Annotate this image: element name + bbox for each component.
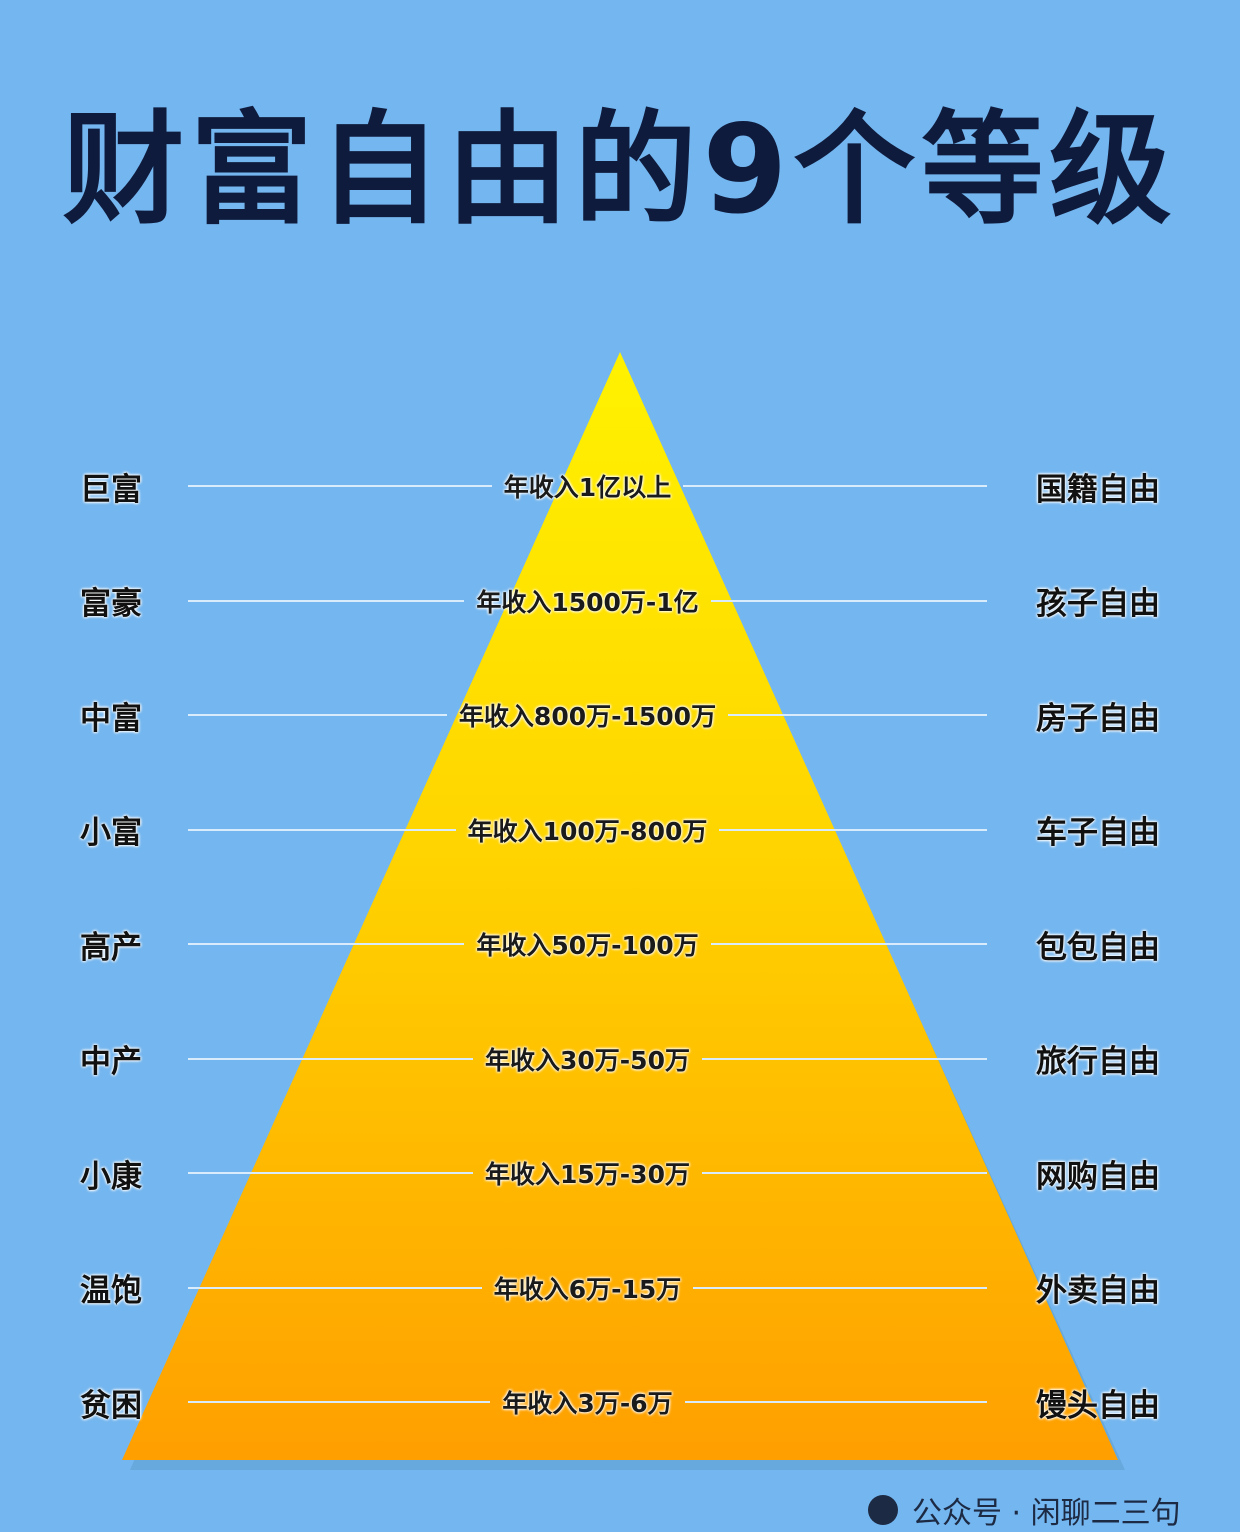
level-row: 贫困 年收入3万-6万 馒头自由 (80, 1382, 1161, 1424)
freedom-label: 馒头自由 (1036, 1387, 1161, 1424)
level-name: 温饱 (80, 1273, 142, 1309)
connector-line (188, 714, 447, 716)
connector-line (701, 1172, 987, 1174)
connector-line (188, 485, 492, 487)
level-name: 小富 (80, 815, 142, 851)
freedom-label: 房子自由 (1036, 700, 1160, 737)
watermark-text: 公众号 · 闲聊二三句 (912, 1496, 1181, 1531)
level-row: 中产 年收入30万-50万 旅行自由 (80, 1039, 1160, 1080)
page-title: 财富自由的9个等级 (62, 99, 1178, 241)
freedom-label: 旅行自由 (1036, 1044, 1160, 1080)
connector-line (710, 943, 988, 945)
connector-line (188, 1172, 474, 1174)
level-name: 中产 (80, 1044, 142, 1080)
level-row: 温饱 年收入6万-15万 外卖自由 (80, 1268, 1160, 1309)
connector-line (701, 1057, 987, 1060)
income-range: 年收入6万-15万 (493, 1274, 682, 1304)
connector-line (710, 599, 988, 602)
connector-line (684, 1401, 988, 1403)
level-name: 富豪 (80, 586, 142, 622)
freedom-label: 包包自由 (1036, 929, 1161, 966)
connector-line (188, 599, 465, 602)
level-name: 贫困 (80, 1387, 142, 1424)
income-range: 年收入30万-50万 (485, 1045, 690, 1075)
level-row: 小富 年收入100万-800万 车子自由 (80, 810, 1160, 851)
income-range: 年收入1亿以上 (503, 473, 672, 502)
level-name: 巨富 (80, 471, 142, 508)
freedom-label: 网购自由 (1036, 1158, 1160, 1195)
connector-line (719, 828, 987, 831)
income-range: 年收入15万-30万 (485, 1160, 690, 1189)
level-name: 小康 (80, 1158, 142, 1195)
income-range: 年收入100万-800万 (467, 816, 708, 846)
income-range: 年收入800万-1500万 (458, 702, 717, 731)
pyramid-body (122, 352, 1118, 1460)
level-row: 中富 年收入800万-1500万 房子自由 (80, 695, 1160, 737)
connector-line (188, 1057, 474, 1060)
freedom-label: 国籍自由 (1036, 471, 1160, 508)
wechat-official-account-icon (868, 1495, 898, 1525)
watermark: 公众号 · 闲聊二三句 (868, 1488, 1181, 1532)
level-name: 中富 (80, 700, 142, 737)
level-row: 富豪 年收入1500万-1亿 孩子自由 (80, 581, 1161, 622)
connector-line (693, 1286, 987, 1289)
level-row: 巨富 年收入1亿以上 国籍自由 (80, 466, 1160, 508)
connector-line (188, 1401, 491, 1403)
connector-line (188, 943, 465, 945)
connector-line (188, 1286, 482, 1289)
income-range: 年收入50万-100万 (476, 931, 699, 960)
freedom-label: 车子自由 (1036, 815, 1160, 851)
level-name: 高产 (80, 929, 142, 966)
freedom-label: 外卖自由 (1036, 1273, 1160, 1309)
income-range: 年收入1500万-1亿 (476, 587, 699, 617)
connector-line (683, 485, 987, 487)
level-row: 高产 年收入50万-100万 包包自由 (80, 924, 1161, 966)
connector-line (188, 828, 456, 831)
connector-line (728, 714, 987, 716)
level-row: 小康 年收入15万-30万 网购自由 (80, 1153, 1160, 1195)
income-range: 年收入3万-6万 (502, 1389, 673, 1418)
freedom-label: 孩子自由 (1036, 586, 1161, 622)
